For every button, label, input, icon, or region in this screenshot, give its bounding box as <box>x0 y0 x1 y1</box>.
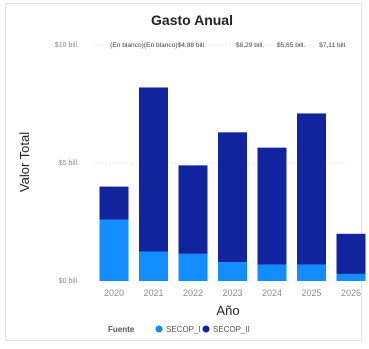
x-tick-label: 2020 <box>104 288 124 298</box>
total-label: $5,65 bill. <box>277 42 305 49</box>
x-tick-label: 2026 <box>341 288 361 298</box>
bar-secop-i-2026[interactable] <box>336 273 366 281</box>
bar-secop-i-2021[interactable] <box>139 251 168 282</box>
x-tick-label: 2024 <box>262 288 282 298</box>
total-label: $7,11 bill. <box>319 42 347 49</box>
x-tick-label: 2021 <box>143 288 163 298</box>
x-tick-label: 2022 <box>183 288 203 298</box>
bar-secop-ii-2020[interactable] <box>99 186 129 220</box>
y-tick-label: $0 bill. <box>59 278 79 285</box>
bar-secop-ii-2026[interactable] <box>336 233 366 274</box>
bar-secop-i-2024[interactable] <box>257 264 287 281</box>
bar-secop-i-2022[interactable] <box>178 253 208 281</box>
bar-secop-i-2025[interactable] <box>297 264 326 281</box>
x-tick-label: 2023 <box>222 288 242 298</box>
bar-secop-ii-2023[interactable] <box>218 132 247 263</box>
bar-secop-ii-2025[interactable] <box>297 113 326 265</box>
x-tick-label: 2025 <box>301 288 321 298</box>
legend-item-label[interactable]: SECOP_I <box>166 325 201 334</box>
legend-item-label[interactable]: SECOP_II <box>213 325 250 334</box>
legend-marker[interactable] <box>155 325 163 333</box>
x-axis-label: Año <box>216 303 239 318</box>
chart-title: Gasto Anual <box>151 12 233 28</box>
bar-secop-i-2023[interactable] <box>218 262 247 281</box>
y-axis-label: Valor Total <box>17 132 32 192</box>
bar-secop-ii-2021[interactable] <box>139 87 168 252</box>
bar-secop-ii-2024[interactable] <box>257 147 287 265</box>
total-label: (En blanco)(En blanco)$4,88 bill. <box>110 42 206 49</box>
bar-secop-ii-2022[interactable] <box>178 165 208 254</box>
bar-secop-i-2020[interactable] <box>99 219 129 281</box>
legend-title: Fuente <box>108 325 135 334</box>
y-tick-label: $10 bill. <box>55 42 79 49</box>
legend-marker[interactable] <box>202 325 210 333</box>
y-tick-label: $5 bill. <box>59 160 79 167</box>
total-label: $8,29 bill. <box>236 42 264 49</box>
